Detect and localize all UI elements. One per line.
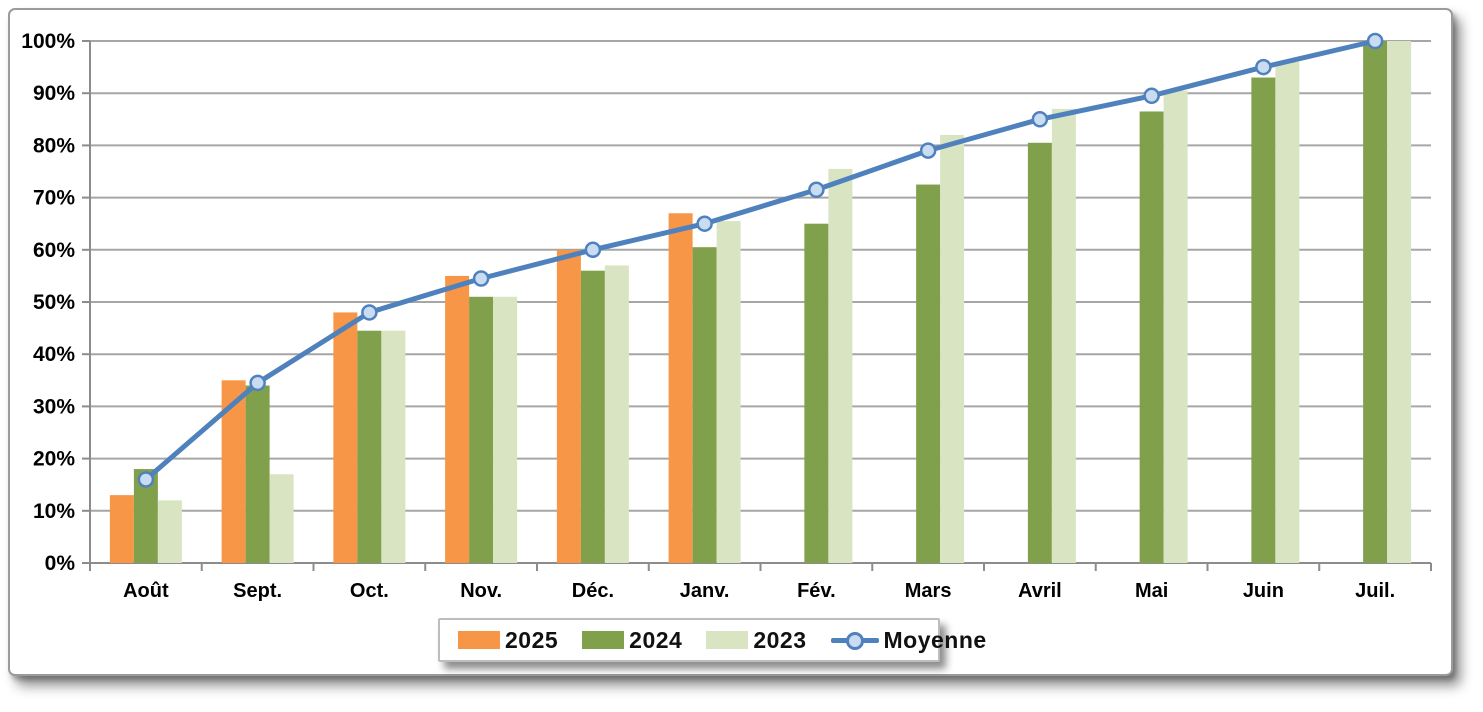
marker-Moyenne-Oct. <box>361 304 378 321</box>
marker-Moyenne-Août <box>137 471 155 488</box>
y-tick-label: 60% <box>33 239 75 262</box>
x-category-label: Nov. <box>460 580 502 602</box>
bar-2024-Mai <box>1139 111 1164 563</box>
y-tick-label: 80% <box>33 134 75 157</box>
bar-2025-Août <box>109 495 134 563</box>
x-category-label: Sept. <box>233 580 282 602</box>
bar-2024-Déc. <box>580 270 605 563</box>
bar-2024-Oct. <box>357 330 382 563</box>
legend-swatch-icon <box>458 631 500 649</box>
legend-item-2025: 2025 <box>458 627 558 654</box>
legend-swatch-icon <box>582 631 625 649</box>
bar-2023-Mars <box>940 134 965 563</box>
bar-2023-Fév. <box>828 168 853 563</box>
bar-2023-Août <box>157 500 182 563</box>
marker-Moyenne-Juin <box>1255 58 1272 76</box>
legend: 2025 2024 2023 Moyenne <box>438 618 986 662</box>
marker-Moyenne-Déc. <box>584 241 602 259</box>
legend-item-2024: 2024 <box>582 627 682 654</box>
x-category-label: Oct. <box>350 580 389 602</box>
y-tick-label: 10% <box>33 500 75 523</box>
legend-swatch-icon <box>706 631 749 649</box>
marker-Moyenne-Mars <box>919 142 937 159</box>
bar-2023-Juil. <box>1387 41 1412 563</box>
bar-2025-Nov. <box>445 275 470 563</box>
marker-Moyenne-Avril <box>1031 111 1049 128</box>
bar-2024-Juil. <box>1363 41 1388 563</box>
bar-2023-Nov. <box>493 296 518 563</box>
y-tick-label: 30% <box>33 395 75 418</box>
bar-2025-Oct. <box>333 312 358 563</box>
y-tick-label: 0% <box>45 552 76 575</box>
legend-label: 2025 <box>505 626 559 653</box>
x-category-label: Mars <box>905 580 952 602</box>
legend-item-Moyenne: Moyenne <box>830 626 987 654</box>
line-Moyenne <box>143 38 1378 482</box>
y-tick-label: 40% <box>33 343 75 366</box>
y-tick-label: 90% <box>33 82 75 105</box>
marker-Moyenne-Juil. <box>1366 32 1384 50</box>
bar-2024-Mars <box>916 184 941 564</box>
legend-line-marker-icon <box>830 631 879 650</box>
legend-label: Moyenne <box>883 626 987 653</box>
bar-2023-Sept. <box>269 474 294 563</box>
y-tick-label: 70% <box>33 187 75 210</box>
legend-label: 2023 <box>753 626 807 653</box>
marker-Moyenne-Mai <box>1143 87 1160 105</box>
legend-item-2023: 2023 <box>706 627 806 654</box>
bar-2025-Janv. <box>668 213 693 563</box>
marker-Moyenne-Sept. <box>249 374 266 392</box>
x-category-label: Août <box>123 580 169 602</box>
marker-Moyenne-Nov. <box>472 270 490 287</box>
x-category-label: Janv. <box>680 580 730 602</box>
marker-Moyenne-Fév. <box>808 181 825 199</box>
bar-2023-Avril <box>1051 108 1076 564</box>
bar-2024-Juin <box>1251 77 1276 563</box>
x-category-label: Juin <box>1243 580 1284 602</box>
x-category-label: Avril <box>1018 580 1062 602</box>
marker-Moyenne-Janv. <box>696 215 713 232</box>
bar-2023-Déc. <box>604 265 629 563</box>
bar-2024-Sept. <box>245 385 270 563</box>
bar-2023-Mai <box>1163 90 1188 563</box>
y-tick-label: 50% <box>33 291 75 314</box>
x-category-label: Juil. <box>1355 580 1395 602</box>
bar-2023-Janv. <box>716 221 741 563</box>
bar-2024-Nov. <box>469 296 494 563</box>
bar-2023-Juin <box>1275 61 1300 563</box>
bar-2023-Oct. <box>381 330 406 563</box>
bar-2025-Déc. <box>556 249 581 564</box>
x-category-label: Déc. <box>572 580 614 602</box>
circle-marker-icon <box>845 632 864 650</box>
x-category-label: Fév. <box>797 580 836 602</box>
bar-2024-Fév. <box>804 223 829 563</box>
bar-2024-Avril <box>1027 142 1052 564</box>
y-tick-label: 20% <box>33 448 75 471</box>
x-category-label: Mai <box>1135 580 1168 602</box>
legend-label: 2024 <box>629 626 683 653</box>
bar-2024-Janv. <box>692 247 717 563</box>
y-tick-label: 100% <box>21 30 75 53</box>
